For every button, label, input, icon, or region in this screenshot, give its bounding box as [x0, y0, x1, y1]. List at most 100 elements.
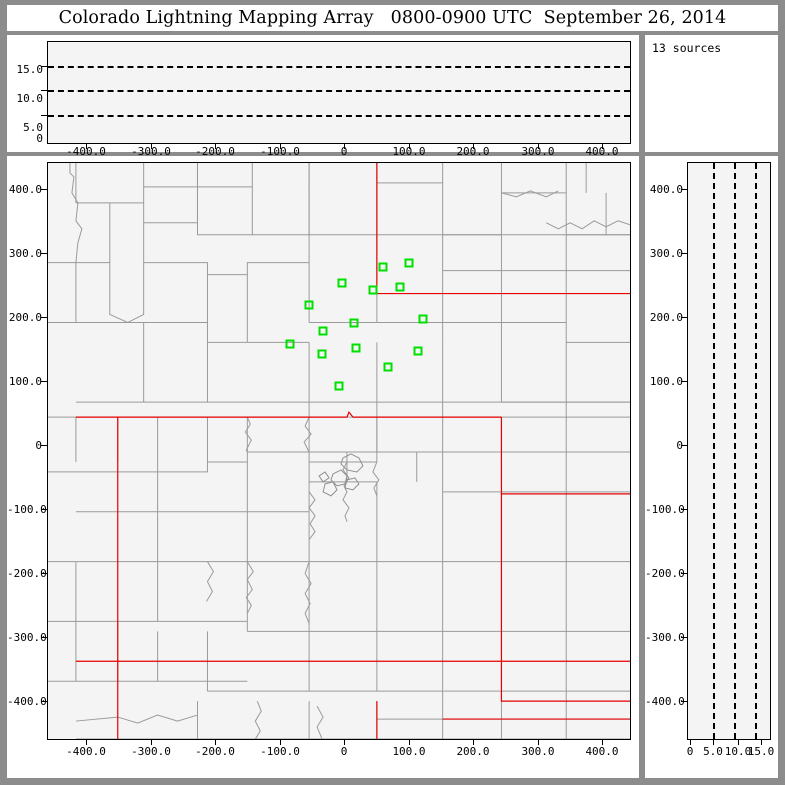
map-xtickmark-300	[538, 740, 539, 745]
source-marker	[383, 362, 393, 372]
source-marker	[334, 381, 344, 391]
map-xtickmark--200	[215, 740, 216, 745]
side-ytick-0: 0	[676, 439, 683, 452]
map-ytick-400: 400.0	[8, 183, 42, 196]
map-xtickmark-200	[473, 740, 474, 745]
alt-xtick--300: -300.0	[131, 145, 171, 158]
alt-xtick-400: 400.0	[585, 145, 619, 158]
alt-ytick-10: 10.0	[16, 91, 44, 105]
side-xtickmark-15	[761, 740, 762, 745]
map-xtick--200: -200.0	[195, 745, 235, 758]
map-ytickmark-400	[41, 189, 47, 190]
side-gridline-5	[712, 163, 715, 739]
map-plot-area	[47, 162, 631, 740]
source-marker	[418, 314, 428, 324]
side-xtick-5: 5.0	[703, 745, 723, 758]
page-title: Colorado Lightning Mapping Array 0800-09…	[58, 8, 727, 28]
map-ytickmark-100	[41, 381, 47, 382]
alt-xtickmark--100	[280, 144, 281, 149]
side-xtickmark-0	[690, 740, 691, 745]
side-ytick-100: 100.0	[649, 375, 683, 388]
source-marker	[317, 349, 327, 359]
map-xtickmark--400	[86, 740, 87, 745]
altitude-time-panel: 15.0 10.0 5.0 0 -400.0 -300.0 -200.0 -10…	[7, 35, 639, 158]
source-marker	[378, 262, 388, 272]
map-xtickmark-400	[602, 740, 603, 745]
map-xtick-0: 0	[340, 745, 348, 758]
map-ytickmark--200	[41, 573, 47, 574]
side-ytickmark-200	[681, 317, 687, 318]
side-xtickmark-5	[713, 740, 714, 745]
map-ytickmark-200	[41, 317, 47, 318]
side-ytick-200: 200.0	[649, 311, 683, 324]
map-xtick--300: -300.0	[131, 745, 171, 758]
side-ytickmark-0	[681, 445, 687, 446]
source-marker	[368, 285, 378, 295]
side-altitude-panel: 400.0 300.0 200.0 100.0 0 -100.0 -200.0 …	[645, 156, 778, 778]
alt-xtick--100: -100.0	[260, 145, 300, 158]
side-xtick-15: 15.0	[747, 745, 775, 758]
alt-xtick-300: 300.0	[521, 145, 555, 158]
altitude-plot-area	[47, 41, 631, 144]
side-xtick-10: 10.0	[724, 745, 752, 758]
map-ytick-300: 300.0	[8, 247, 42, 260]
map-ytick--300: -300.0	[7, 631, 47, 644]
map-ytickmark--400	[41, 701, 47, 702]
source-marker	[395, 282, 405, 292]
map-xtickmark-100	[409, 740, 410, 745]
map-ytickmark--300	[41, 637, 47, 638]
map-ytickmark-0	[41, 445, 47, 446]
title-bar: Colorado Lightning Mapping Array 0800-09…	[7, 5, 778, 31]
map-ytick-0: 0	[35, 439, 42, 452]
gridline-15	[48, 66, 630, 69]
source-marker	[404, 258, 414, 268]
alt-tick-5	[41, 115, 47, 117]
gridline-10	[48, 90, 630, 93]
gridline-5	[48, 114, 630, 117]
alt-xtick-200: 200.0	[456, 145, 490, 158]
source-marker	[349, 318, 359, 328]
urban-area-layer	[318, 453, 364, 497]
source-marker	[337, 278, 347, 288]
source-marker	[304, 300, 314, 310]
alt-xtickmark-100	[409, 144, 410, 149]
side-plot-area	[687, 162, 771, 740]
side-xtickmark-10	[738, 740, 739, 745]
map-ytickmark--100	[41, 509, 47, 510]
side-xtick-0: 0	[686, 745, 694, 758]
map-ytick-100: 100.0	[8, 375, 42, 388]
map-ytick--200: -200.0	[7, 567, 47, 580]
side-ytick--100: -100.0	[645, 503, 685, 516]
map-ytick--100: -100.0	[7, 503, 47, 516]
alt-xtickmark-200	[473, 144, 474, 149]
map-ytickmark-300	[41, 253, 47, 254]
side-ytick--300: -300.0	[645, 631, 685, 644]
source-marker	[285, 339, 295, 349]
map-xtickmark-0	[344, 740, 345, 745]
side-ytickmark--100	[681, 509, 687, 510]
side-ytickmark--200	[681, 573, 687, 574]
alt-ytick-5: 5.0	[23, 120, 43, 134]
alt-ytick-15: 15.0	[16, 62, 44, 76]
alt-xtickmark-0	[344, 144, 345, 149]
side-ytick-300: 300.0	[649, 247, 683, 260]
source-marker	[413, 346, 423, 356]
map-xtick-300: 300.0	[521, 745, 555, 758]
source-count-panel: 13 sources	[645, 35, 778, 152]
alt-tick-15	[41, 65, 47, 67]
alt-xtickmark--400	[86, 144, 87, 149]
side-gridline-10	[733, 163, 736, 739]
map-panel: 400.0 300.0 200.0 100.0 0 -100.0 -200.0 …	[7, 156, 639, 778]
alt-xtick-100: 100.0	[392, 145, 426, 158]
alt-ytick-0: 0	[36, 132, 43, 145]
map-xtick-100: 100.0	[392, 745, 426, 758]
side-ytickmark--300	[681, 637, 687, 638]
state-boundaries-layer	[75, 163, 630, 739]
source-marker	[351, 343, 361, 353]
map-xtick--400: -400.0	[66, 745, 106, 758]
alt-xtick-0: 0	[340, 145, 348, 158]
alt-xtickmark-400	[602, 144, 603, 149]
map-xtickmark--100	[280, 740, 281, 745]
map-ytick-200: 200.0	[8, 311, 42, 324]
